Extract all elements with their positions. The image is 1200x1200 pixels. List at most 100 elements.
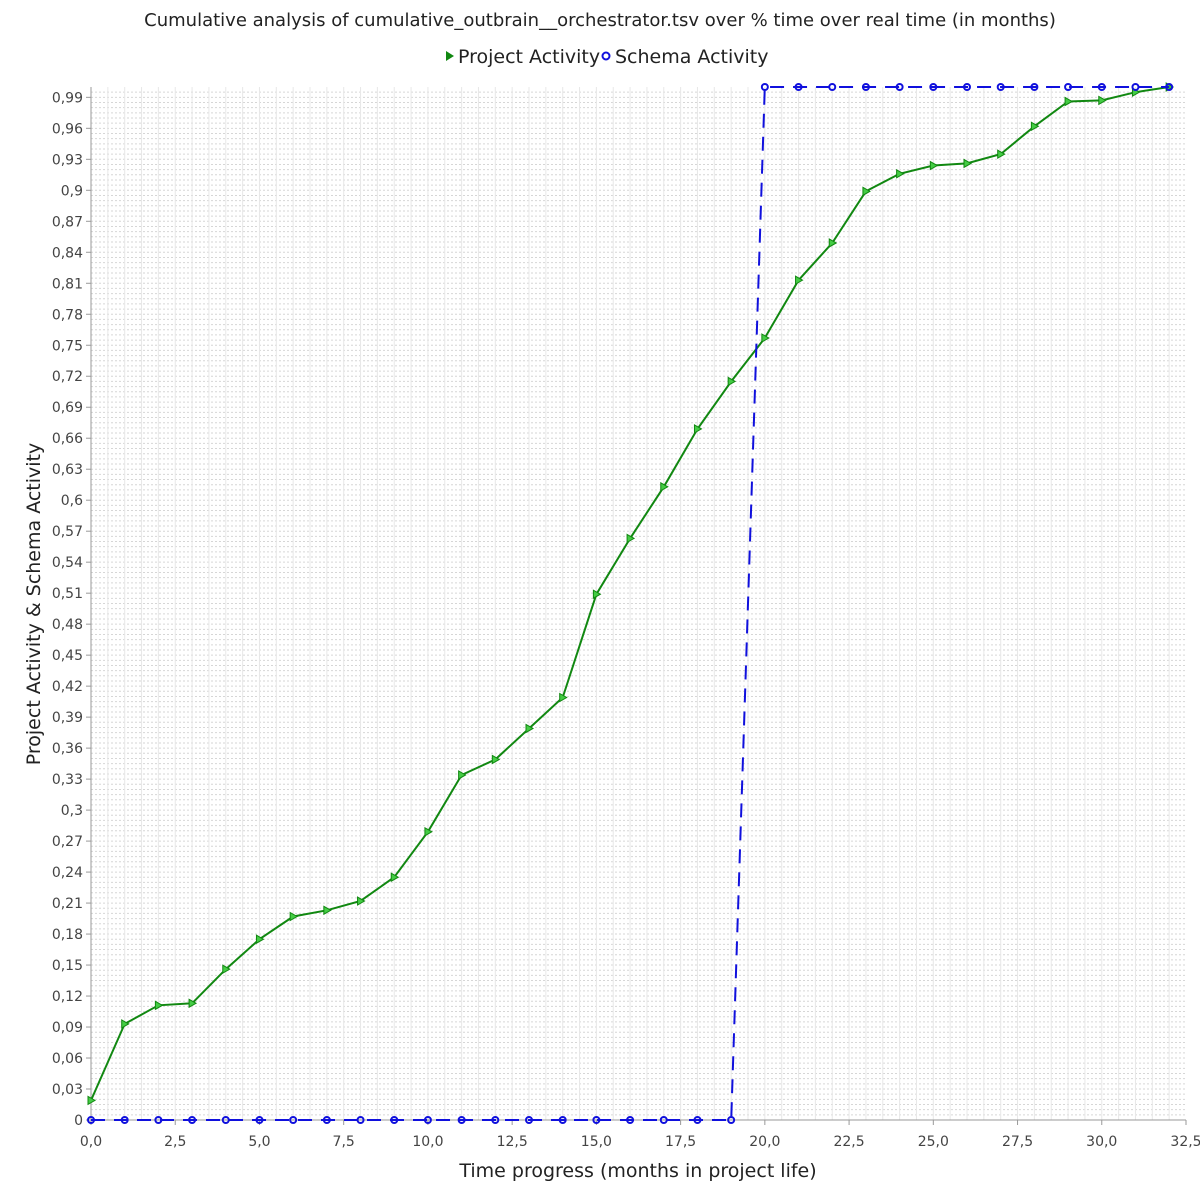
y-tick-label: 0,09: [52, 1020, 83, 1036]
y-tick-label: 0,84: [52, 245, 83, 261]
project-activity-point: [121, 1019, 130, 1029]
y-axis-ticks: 0 0,03 0,06 0,09 0,12 0,15 0,18 0,21 0,24 0,27 0,3…: [52, 90, 91, 1129]
y-tick-label: 0,18: [52, 927, 83, 943]
y-tick-label: 0,93: [52, 152, 83, 168]
y-tick-label: 0,42: [52, 679, 83, 695]
project-activity-point: [929, 160, 939, 171]
schema-activity-point: [457, 1116, 466, 1124]
project-activity-point: [795, 275, 804, 286]
grid: [91, 87, 1186, 1120]
project-activity-point: [289, 911, 299, 922]
project-activity-point: [1098, 95, 1107, 106]
project-activity-point: [188, 998, 198, 1009]
project-activity-point: [357, 896, 366, 906]
chart-title: Cumulative analysis of cumulative_outbra…: [144, 10, 1056, 31]
schema-activity-point: [895, 83, 904, 91]
legend-project-activity-icon: [446, 51, 454, 61]
schema-activity-point: [1030, 83, 1039, 91]
y-tick-label: 0,6: [61, 493, 83, 509]
schema-activity-point: [390, 1116, 399, 1124]
schema-activity-point: [558, 1116, 567, 1124]
schema-activity-point: [87, 1116, 95, 1124]
project-activity-point: [592, 589, 602, 600]
project-activity-point: [491, 754, 501, 765]
y-tick-label: 0,45: [52, 648, 83, 664]
x-tick-label: 5,0: [248, 1134, 270, 1150]
schema-activity-point: [794, 83, 803, 91]
y-tick-label: 0,51: [52, 586, 83, 602]
y-tick-label: 0,27: [52, 834, 83, 850]
legend: Project Activity Schema Activity: [446, 46, 768, 68]
project-activity-point: [559, 692, 568, 703]
project-activity-point: [458, 770, 467, 780]
y-tick-label: 0,48: [52, 617, 83, 633]
schema-activity-point: [727, 1116, 736, 1124]
y-tick-label: 0,66: [52, 431, 83, 447]
y-tick-label: 0,75: [52, 338, 83, 354]
y-tick-label: 0,06: [52, 1051, 83, 1067]
legend-schema-activity-label: Schema Activity: [615, 46, 768, 68]
x-axis-ticks: 0,0 2,5 5,0 7,5 10,0 12,5 15,0 17,5 20,0 22,5 25,0…: [80, 1120, 1200, 1150]
project-activity-point: [896, 168, 905, 179]
project-activity-point: [1030, 121, 1040, 132]
schema-activity-point: [188, 1116, 197, 1124]
schema-activity-point: [120, 1116, 129, 1124]
schema-activity-point: [1064, 83, 1073, 91]
schema-activity-point: [1165, 83, 1174, 91]
legend-schema-activity-icon: [601, 51, 611, 61]
project-activity-point: [323, 905, 332, 916]
project-activity-point: [660, 481, 669, 492]
y-tick-label: 0,3: [61, 803, 83, 819]
schema-activity-series-line: [91, 86, 1170, 1121]
x-tick-label: 0,0: [80, 1134, 102, 1150]
x-tick-label: 12,5: [497, 1134, 528, 1150]
y-tick-label: 0,03: [52, 1082, 83, 1098]
x-tick-label: 2,5: [164, 1134, 186, 1150]
schema-activity-point: [356, 1116, 365, 1124]
schema-activity-point: [154, 1116, 163, 1124]
x-tick-label: 15,0: [581, 1134, 612, 1150]
x-tick-label: 7,5: [333, 1134, 355, 1150]
y-tick-label: 0,78: [52, 307, 83, 323]
y-tick-label: 0,15: [52, 958, 83, 974]
legend-project-activity-label: Project Activity: [458, 46, 600, 68]
y-axis-label: Project Activity & Schema Activity: [23, 443, 45, 765]
schema-activity-point: [423, 1116, 432, 1124]
schema-activity-point: [626, 1116, 635, 1124]
schema-activity-point: [221, 1116, 230, 1124]
y-tick-label: 0,87: [52, 214, 83, 230]
y-tick-label: 0,39: [52, 710, 83, 726]
series-layer: [87, 82, 1175, 1124]
y-tick-label: 0,33: [52, 772, 83, 788]
schema-activity-point: [322, 1116, 331, 1124]
y-tick-label: 0,69: [52, 400, 83, 416]
project-activity-point: [963, 158, 973, 169]
x-tick-label: 10,0: [412, 1134, 443, 1150]
schema-activity-point: [929, 83, 938, 91]
project-activity-point: [525, 723, 535, 734]
project-activity-point: [154, 1000, 164, 1011]
x-tick-label: 20,0: [749, 1134, 780, 1150]
schema-activity-point: [1097, 83, 1106, 91]
schema-activity-point: [693, 1116, 702, 1124]
project-activity-point: [828, 238, 838, 248]
schema-activity-point: [760, 83, 769, 91]
schema-activity-point: [996, 83, 1005, 91]
y-tick-label: 0,12: [52, 989, 83, 1005]
project-activity-point: [997, 149, 1006, 160]
schema-activity-point: [525, 1116, 533, 1124]
project-activity-point: [1064, 96, 1074, 107]
schema-activity-point: [828, 83, 837, 91]
project-activity-point: [693, 424, 703, 434]
y-tick-label: 0,96: [52, 121, 83, 137]
y-tick-label: 0,81: [52, 276, 83, 292]
project-activity-point: [87, 1095, 97, 1106]
x-tick-label: 30,0: [1086, 1134, 1117, 1150]
schema-activity-point: [659, 1116, 668, 1124]
schema-activity-point: [289, 1116, 298, 1124]
x-axis-label: Time progress (months in project life): [458, 1160, 816, 1182]
project-activity-point: [255, 934, 265, 945]
project-activity-point: [222, 964, 231, 975]
project-activity-point: [761, 333, 770, 343]
